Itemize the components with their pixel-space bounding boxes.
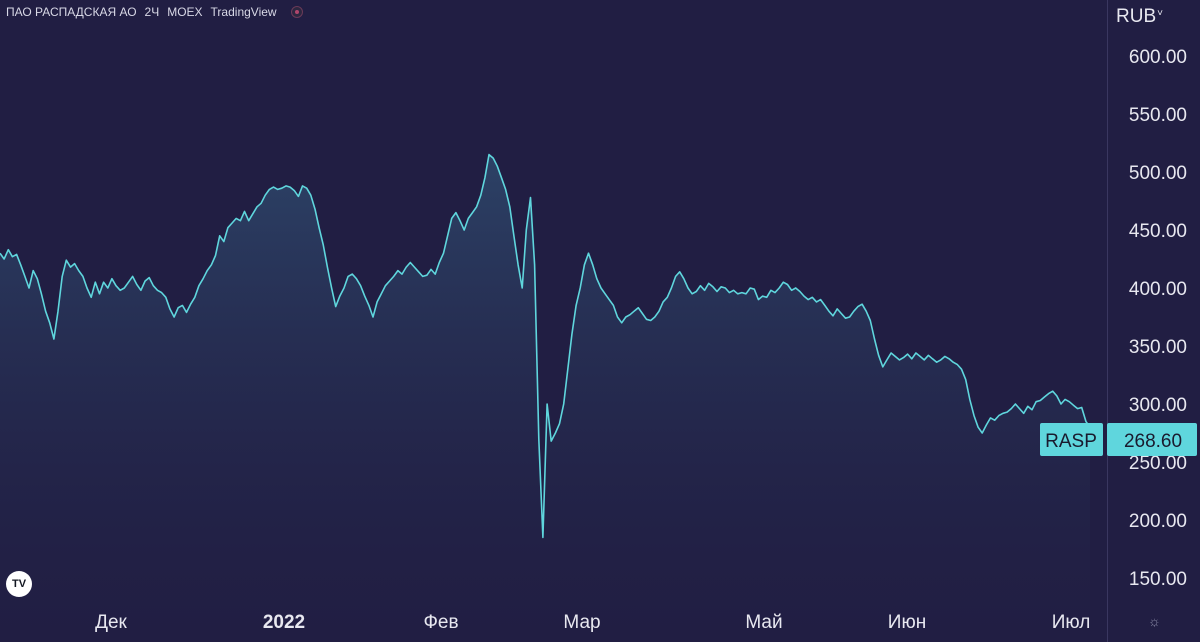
chevron-down-icon: ˅ <box>1157 8 1163 19</box>
last-price-label: RASP 268.60 <box>1040 423 1197 456</box>
interval-label[interactable]: 2Ч <box>144 5 160 19</box>
tradingview-logo-icon[interactable]: TV <box>6 571 32 597</box>
symbol-name: ПАО РАСПАДСКАЯ АО <box>6 5 137 19</box>
y-tick-label: 150.00 <box>1129 569 1187 590</box>
time-axis: Дек 2022 Фев Мар Май Июн Июл <box>95 612 1090 633</box>
y-tick-label: 350.00 <box>1129 337 1187 358</box>
y-tick-label: 400.00 <box>1129 279 1187 300</box>
x-tick-label: Мар <box>563 612 600 633</box>
currency-label: RUB <box>1116 6 1157 27</box>
price-axis: 600.00 550.00 500.00 450.00 400.00 350.00 300.… <box>1129 47 1187 590</box>
ticker-label: RASP <box>1045 431 1097 452</box>
x-tick-label: Дек <box>95 612 127 633</box>
currency-selector[interactable]: RUB˅ <box>1116 6 1163 28</box>
y-tick-label: 500.00 <box>1129 163 1187 184</box>
y-tick-label: 250.00 <box>1129 453 1187 474</box>
y-tick-label: 300.00 <box>1129 395 1187 416</box>
y-tick-label: 450.00 <box>1129 221 1187 242</box>
settings-icon[interactable]: ☼ <box>1148 613 1161 629</box>
x-tick-label: 2022 <box>263 612 305 633</box>
x-tick-label: Фев <box>423 612 458 633</box>
chart-header: ПАО РАСПАДСКАЯ АО 2Ч MOEX TradingView <box>6 5 303 19</box>
y-tick-label: 200.00 <box>1129 511 1187 532</box>
series-area-fill <box>0 154 1090 642</box>
exchange-label: MOEX <box>167 5 203 19</box>
status-dot-icon[interactable] <box>290 6 303 18</box>
last-price-box <box>1107 423 1197 456</box>
ticker-label-box <box>1040 423 1103 456</box>
x-tick-label: Июл <box>1052 612 1091 633</box>
y-tick-label: 550.00 <box>1129 105 1187 126</box>
last-price-value: 268.60 <box>1124 431 1182 452</box>
x-tick-label: Июн <box>888 612 926 633</box>
y-tick-label: 600.00 <box>1129 47 1187 68</box>
provider-label: TradingView <box>210 5 277 19</box>
x-tick-label: Май <box>745 612 782 633</box>
series-line[interactable] <box>0 153 1091 539</box>
